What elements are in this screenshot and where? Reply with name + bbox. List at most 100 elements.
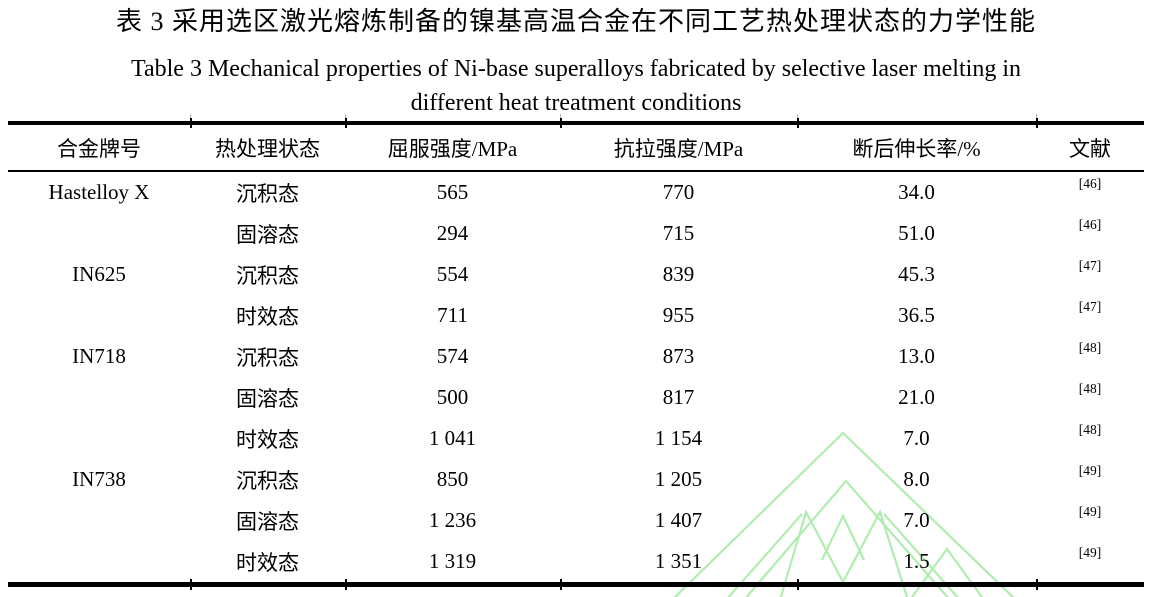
elongation-cell: 7.0	[903, 508, 930, 532]
guide-tick	[560, 114, 561, 121]
yield-cell: 574	[436, 344, 469, 368]
yield-cell: 294	[436, 221, 469, 245]
alloy-cell: IN625	[72, 262, 126, 286]
reference-cell: [47]	[1078, 299, 1102, 314]
yield-cell: 565	[436, 180, 469, 204]
alloy-cell	[8, 541, 190, 582]
column-boundary-tick	[560, 579, 562, 590]
state-cell: 沉积态	[236, 345, 299, 370]
data-table: 合金牌号 热处理状态 屈服强度/MPa 抗拉强度/MPa 断后伸长率/% 文献 …	[8, 114, 1144, 590]
column-boundary-tick	[797, 579, 799, 590]
tensile-cell: 817	[662, 385, 695, 409]
column-boundary-tick	[190, 579, 192, 590]
table-row: 时效态 1 319 1 351 1.5 [49]	[8, 541, 1144, 582]
yield-cell: 1 319	[428, 549, 477, 573]
table-row: 时效态 711 955 36.5 [47]	[8, 295, 1144, 336]
header-row: 合金牌号 热处理状态 屈服强度/MPa 抗拉强度/MPa 断后伸长率/% 文献	[8, 125, 1144, 170]
elongation-cell: 8.0	[903, 467, 930, 491]
elongation-cell: 21.0	[898, 385, 935, 409]
elongation-cell: 51.0	[898, 221, 935, 245]
alloy-cell: IN738	[72, 467, 126, 491]
column-boundary-tick	[1036, 579, 1038, 590]
tensile-cell: 1 351	[654, 549, 703, 573]
reference-cell: [46]	[1078, 217, 1102, 232]
column-boundary-tick	[345, 118, 347, 128]
tensile-cell: 839	[662, 262, 695, 286]
yield-cell: 554	[436, 262, 469, 286]
yield-cell: 1 236	[428, 508, 477, 532]
alloy-cell: Hastelloy X	[48, 180, 150, 204]
reference-cell: [48]	[1078, 381, 1102, 396]
yield-cell: 1 041	[428, 426, 477, 450]
table-row: IN625 沉积态 554 839 45.3 [47]	[8, 254, 1144, 295]
alloy-cell: IN718	[72, 344, 126, 368]
table-caption-english-line1: Table 3 Mechanical properties of Ni-base…	[131, 56, 1021, 82]
column-boundary-tick	[190, 118, 192, 128]
state-cell: 固溶态	[236, 386, 299, 411]
alloy-cell	[8, 295, 190, 336]
state-cell: 沉积态	[236, 263, 299, 288]
table-header-rule	[8, 170, 1144, 172]
tensile-cell: 1 407	[654, 508, 703, 532]
header-yield: 屈服强度/MPa	[387, 136, 518, 161]
table-caption-chinese: 表 3 采用选区激光熔炼制备的镍基高温合金在不同工艺热处理状态的力学性能	[115, 7, 1036, 36]
tensile-cell: 770	[662, 180, 695, 204]
table-top-rule	[8, 118, 1144, 128]
alloy-cell	[8, 500, 190, 541]
reference-cell: [49]	[1078, 545, 1102, 560]
yield-cell: 500	[436, 385, 469, 409]
reference-cell: [47]	[1078, 258, 1102, 273]
tensile-cell: 873	[662, 344, 695, 368]
state-cell: 固溶态	[236, 509, 299, 534]
alloy-cell	[8, 418, 190, 459]
table-bottom-rule	[8, 579, 1144, 590]
guide-tick	[797, 114, 798, 121]
reference-cell: [48]	[1078, 340, 1102, 355]
column-boundary-tick	[560, 118, 562, 128]
table-row: IN718 沉积态 574 873 13.0 [48]	[8, 336, 1144, 377]
state-cell: 固溶态	[236, 222, 299, 247]
table-row: 时效态 1 041 1 154 7.0 [48]	[8, 418, 1144, 459]
table-row: IN738 沉积态 850 1 205 8.0 [49]	[8, 459, 1144, 500]
table-row: 固溶态 294 715 51.0 [46]	[8, 213, 1144, 254]
table-row: 固溶态 500 817 21.0 [48]	[8, 377, 1144, 418]
yield-cell: 711	[437, 303, 468, 327]
state-cell: 沉积态	[236, 181, 299, 206]
header-reference: 文献	[1069, 136, 1111, 161]
elongation-cell: 36.5	[898, 303, 935, 327]
elongation-cell: 1.5	[903, 549, 930, 573]
column-boundary-tick	[345, 579, 347, 590]
column-boundary-tick	[797, 118, 799, 128]
reference-cell: [49]	[1078, 463, 1102, 478]
reference-cell: [48]	[1078, 422, 1102, 437]
guide-tick	[345, 114, 346, 121]
elongation-cell: 34.0	[898, 180, 935, 204]
state-cell: 沉积态	[236, 468, 299, 493]
alloy-cell	[8, 377, 190, 418]
guide-tick	[1036, 114, 1037, 121]
tensile-cell: 715	[662, 221, 695, 245]
table-row: Hastelloy X 沉积态 565 770 34.0 [46]	[8, 172, 1144, 213]
elongation-cell: 45.3	[898, 262, 935, 286]
tensile-cell: 1 154	[654, 426, 703, 450]
table-row: 固溶态 1 236 1 407 7.0 [49]	[8, 500, 1144, 541]
reference-cell: [49]	[1078, 504, 1102, 519]
elongation-cell: 7.0	[903, 426, 930, 450]
header-state: 热处理状态	[215, 136, 320, 161]
guide-tick	[190, 114, 191, 121]
header-elongation: 断后伸长率/%	[852, 136, 981, 161]
reference-cell: [46]	[1078, 176, 1102, 191]
elongation-cell: 13.0	[898, 344, 935, 368]
table-caption-english-line2: different heat treatment conditions	[410, 90, 742, 116]
alloy-cell	[8, 213, 190, 254]
header-tensile: 抗拉强度/MPa	[613, 136, 744, 161]
yield-cell: 850	[436, 467, 469, 491]
column-boundary-tick	[1036, 118, 1038, 128]
tensile-cell: 955	[662, 303, 695, 327]
state-cell: 时效态	[236, 550, 299, 575]
tensile-cell: 1 205	[654, 467, 703, 491]
state-cell: 时效态	[236, 304, 299, 329]
header-alloy: 合金牌号	[57, 136, 141, 161]
state-cell: 时效态	[236, 427, 299, 452]
